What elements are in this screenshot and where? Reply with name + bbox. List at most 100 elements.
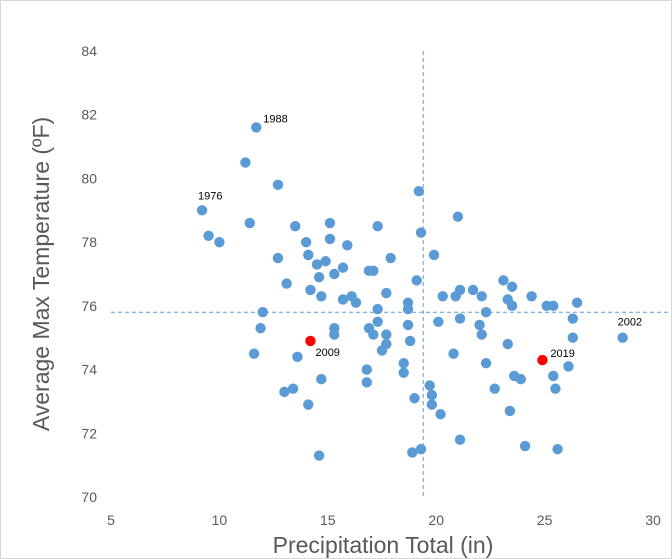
data-point bbox=[426, 389, 438, 401]
reference-lines bbox=[111, 51, 668, 497]
data-point bbox=[415, 444, 427, 455]
data-point bbox=[467, 284, 479, 296]
data-point bbox=[257, 307, 268, 318]
data-point bbox=[407, 447, 418, 458]
data-point bbox=[398, 367, 409, 378]
data-point bbox=[428, 249, 440, 261]
y-tick-label: 72 bbox=[81, 425, 97, 441]
data-point bbox=[329, 329, 340, 340]
data-point bbox=[361, 364, 373, 375]
data-point bbox=[404, 335, 416, 347]
data-point bbox=[214, 236, 225, 248]
data-point bbox=[381, 329, 392, 340]
data-point bbox=[506, 300, 518, 312]
data-point bbox=[303, 249, 314, 261]
highlighted-data-point bbox=[537, 354, 548, 366]
y-tick-label: 74 bbox=[81, 362, 97, 378]
data-point bbox=[571, 297, 583, 308]
point-annotations: 1988 1976 2009 2019 2002 bbox=[198, 113, 642, 360]
data-point bbox=[454, 284, 466, 296]
data-point bbox=[385, 252, 396, 264]
x-tick-label: 10 bbox=[212, 512, 228, 528]
data-point bbox=[313, 450, 325, 461]
annotation-label: 2002 bbox=[618, 317, 642, 329]
data-point bbox=[504, 405, 516, 417]
data-point bbox=[368, 329, 379, 340]
data-point bbox=[251, 122, 262, 133]
y-tick-label: 84 bbox=[81, 43, 97, 59]
data-point bbox=[337, 262, 349, 273]
data-point bbox=[372, 303, 383, 315]
y-tick-label: 70 bbox=[81, 489, 97, 505]
data-point bbox=[279, 386, 290, 398]
data-point bbox=[381, 338, 392, 350]
data-point bbox=[402, 319, 414, 331]
data-point bbox=[361, 377, 373, 388]
data-point bbox=[368, 265, 379, 277]
data-point bbox=[426, 399, 438, 410]
data-point bbox=[480, 307, 492, 318]
data-point bbox=[329, 268, 340, 280]
data-point bbox=[320, 256, 331, 267]
data-point bbox=[248, 348, 260, 359]
x-tick-label: 20 bbox=[428, 512, 444, 528]
data-point bbox=[372, 316, 383, 327]
data-point bbox=[316, 373, 327, 385]
data-point bbox=[303, 399, 314, 410]
data-point bbox=[506, 281, 518, 292]
data-point bbox=[272, 252, 284, 264]
data-point bbox=[287, 383, 299, 394]
data-point bbox=[454, 313, 466, 324]
data-point bbox=[548, 300, 559, 312]
data-point bbox=[526, 291, 537, 302]
data-point bbox=[476, 329, 487, 340]
y-tick-label: 80 bbox=[81, 170, 97, 186]
data-point bbox=[290, 221, 301, 232]
data-point bbox=[502, 338, 513, 350]
x-tick-label: 30 bbox=[645, 512, 661, 528]
y-tick-label: 76 bbox=[81, 298, 97, 314]
data-point bbox=[433, 316, 444, 327]
data-point bbox=[413, 185, 425, 197]
x-tick-label: 15 bbox=[320, 512, 336, 528]
data-points bbox=[196, 122, 628, 461]
data-point bbox=[402, 303, 414, 315]
x-tick-label: 25 bbox=[537, 512, 553, 528]
data-point bbox=[350, 297, 362, 308]
data-point bbox=[424, 380, 435, 391]
data-point bbox=[311, 259, 323, 270]
data-point bbox=[244, 217, 255, 229]
data-point bbox=[272, 179, 284, 190]
data-point bbox=[255, 322, 266, 334]
data-point bbox=[454, 434, 466, 445]
data-point bbox=[448, 348, 459, 359]
data-point bbox=[474, 319, 485, 331]
x-tick-labels: 5 10 15 20 25 30 bbox=[107, 512, 661, 528]
data-point bbox=[480, 358, 492, 369]
data-point bbox=[316, 291, 327, 302]
data-point bbox=[300, 236, 312, 248]
annotation-label: 2009 bbox=[315, 347, 339, 359]
data-point bbox=[550, 383, 561, 394]
data-point bbox=[281, 278, 292, 289]
data-point bbox=[435, 408, 446, 420]
data-point bbox=[381, 287, 392, 299]
data-point bbox=[313, 271, 325, 283]
annotation-label: 1976 bbox=[198, 190, 222, 202]
data-point bbox=[567, 313, 578, 324]
data-point bbox=[409, 393, 420, 404]
highlighted-data-point bbox=[305, 335, 316, 347]
data-point bbox=[196, 205, 208, 216]
data-point bbox=[372, 221, 383, 232]
data-point bbox=[305, 284, 316, 296]
y-tick-label: 78 bbox=[81, 234, 97, 250]
data-point bbox=[324, 217, 336, 229]
data-point bbox=[398, 358, 409, 369]
data-point bbox=[203, 230, 214, 241]
y-tick-label: 82 bbox=[81, 107, 97, 123]
data-point bbox=[240, 157, 251, 168]
data-point bbox=[437, 291, 448, 302]
data-point bbox=[548, 370, 559, 382]
